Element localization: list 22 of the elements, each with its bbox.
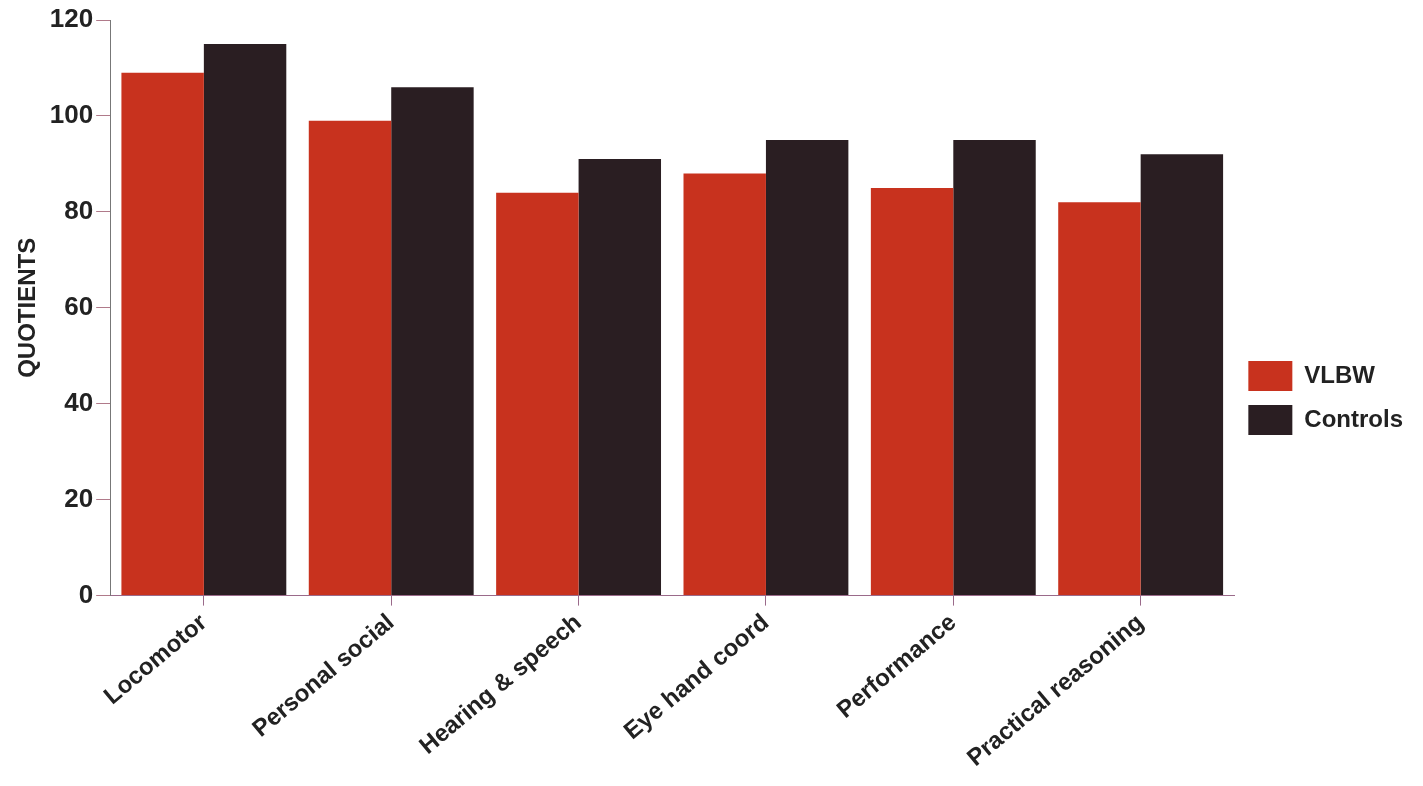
legend-label: Controls xyxy=(1304,404,1404,432)
bar xyxy=(308,120,392,596)
y-tick-label: 20 xyxy=(64,482,94,513)
bar xyxy=(578,159,662,596)
bar xyxy=(1140,154,1224,596)
bar xyxy=(391,87,474,596)
legend-label: VLBW xyxy=(1304,360,1376,388)
y-tick-label: 100 xyxy=(49,99,94,130)
y-tick-label: 40 xyxy=(64,386,94,417)
bar xyxy=(765,139,849,596)
y-tick-label: 80 xyxy=(64,195,94,226)
bar xyxy=(203,43,287,596)
bar xyxy=(121,72,204,596)
bar xyxy=(683,173,766,596)
bar xyxy=(953,139,1036,596)
y-tick-label: 60 xyxy=(64,290,94,321)
bar xyxy=(496,192,579,596)
y-axis-title: QUOTIENTS xyxy=(13,237,41,378)
y-tick-label: 120 xyxy=(49,3,94,34)
bar xyxy=(870,187,954,596)
y-tick-label: 0 xyxy=(78,578,94,609)
bar xyxy=(1058,202,1141,596)
